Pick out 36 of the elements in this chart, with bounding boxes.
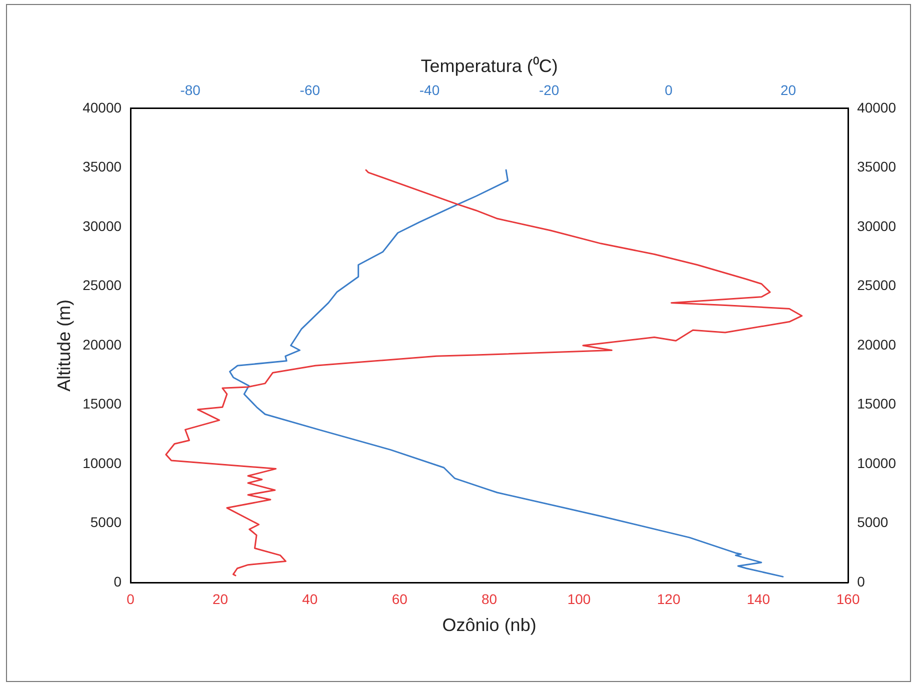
y-tick-label: 25000 (82, 277, 122, 294)
y2-tick-label: 35000 (857, 158, 896, 175)
y-tick-label: 5000 (90, 514, 122, 530)
y-axis-title: Altitude (m) (54, 299, 74, 392)
x2-tick-label: -80 (180, 82, 201, 98)
x-tick-label: 0 (126, 590, 135, 607)
x-tick-label: 100 (567, 590, 591, 607)
y2-tick-label: 0 (857, 573, 866, 590)
y2-tick-label: 5000 (857, 514, 888, 530)
y-tick-label: 0 (114, 573, 122, 590)
y-tick-label: 35000 (82, 158, 122, 175)
y-tick-label: 30000 (82, 218, 122, 234)
y2-tick-label: 10000 (857, 454, 896, 471)
y2-tick-label: 15000 (857, 396, 896, 412)
y2-tick-label: 30000 (857, 218, 896, 234)
x-tick-label: 40 (302, 590, 318, 607)
x-tick-label: 160 (836, 590, 860, 607)
y2-tick-label: 40000 (857, 99, 896, 116)
y-tick-label: 20000 (82, 336, 122, 352)
y-tick-label: 40000 (82, 99, 122, 116)
x2-tick-label: -40 (419, 82, 440, 98)
x-tick-label: 80 (482, 590, 498, 607)
x-tick-label: 140 (746, 590, 770, 607)
x-tick-label: 120 (657, 590, 681, 607)
y-tick-label: 15000 (82, 396, 122, 412)
x2-tick-label: -60 (300, 82, 320, 98)
x2-tick-label: -20 (538, 82, 560, 98)
y-tick-label: 10000 (82, 454, 122, 471)
x2-tick-label: 20 (780, 82, 796, 98)
x-tick-label: 20 (212, 590, 228, 607)
x-tick-label: 60 (392, 590, 408, 607)
x2-tick-label: 0 (664, 82, 673, 98)
x-axis-title: Ozônio (nb) (442, 615, 536, 636)
y2-tick-label: 25000 (857, 277, 896, 294)
x2-axis-title: Temperatura (⁰C) (420, 56, 558, 76)
y2-tick-label: 20000 (857, 336, 896, 352)
